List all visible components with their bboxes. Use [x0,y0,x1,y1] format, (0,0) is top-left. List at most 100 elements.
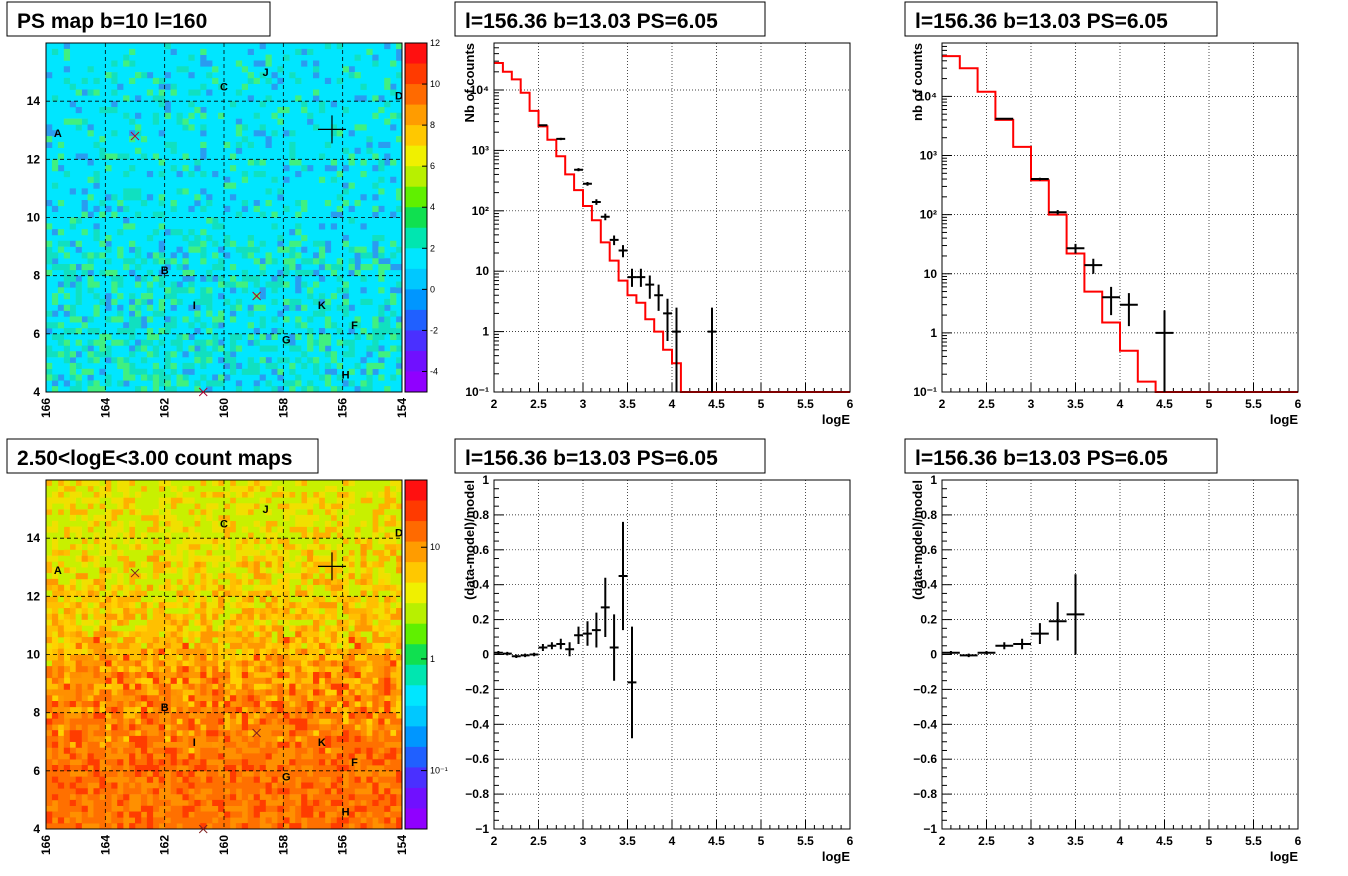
source-label-I: I [193,300,196,312]
colorbar-tick-label: -4 [430,366,438,376]
title-box-5 [904,438,1218,474]
title-box-3 [6,438,319,474]
data-point [520,653,530,658]
data-point [1048,602,1067,641]
data-point [1013,638,1031,650]
colorbar-band [405,145,427,167]
heatmap-pixels [46,631,402,829]
y-tick-label: 10⁴ [918,89,937,103]
colorbar: 10 1 10⁻¹ [404,479,448,830]
colorbar-band [405,603,427,625]
x-tick-label: 3.5 [1067,397,1084,411]
colorbar-tick-label: 10 [430,79,440,89]
x-tick-label: 5 [758,834,765,848]
source-label-H: H [342,807,350,819]
source-label-A: A [54,565,62,577]
data-point [1048,210,1067,215]
y-tick-label: −1 [475,822,489,836]
data-point [494,651,503,655]
x-marker [130,131,140,141]
colorbar-tick-label: 8 [430,120,435,130]
data-point [583,621,592,646]
y-tick-label: −0.6 [465,752,489,766]
x-tick-label: 156 [336,835,350,855]
x-tick-label: 5.5 [797,397,814,411]
source-label-D: D [395,527,403,539]
source-label-C: C [220,82,228,94]
data-point [942,651,960,655]
source-label-B: B [161,265,169,277]
y-tick-label: 0 [482,648,489,662]
y-tick-label: 10 [476,264,490,278]
x-tick-label: 164 [98,835,112,855]
y-tick-label: 0.4 [920,578,937,592]
colorbar-band [405,480,427,502]
y-tick-label: 4 [33,385,40,399]
title-box-2 [904,1,1218,37]
colorbar-band [405,227,427,249]
data-point [556,137,566,141]
data-point [672,307,681,392]
colorbar-band [405,166,427,188]
source-label-K: K [318,737,326,749]
colorbar-tick-label: 0 [430,284,435,294]
model-histogram-line [942,55,1298,393]
y-tick-label: −0.8 [465,787,489,801]
colorbar-tick-label: 6 [430,161,435,171]
x-tick-label: 6 [1295,834,1302,848]
x-tick-label: 3 [1028,397,1035,411]
source-label-F: F [351,757,358,769]
colorbar-band [405,330,427,352]
colorbar-tick-label: 2 [430,243,435,253]
x-tick-label: 160 [217,398,231,418]
colorbar-band [405,644,427,666]
x-tick-label: 2.5 [530,397,547,411]
data-point [529,652,539,657]
data-point [556,638,566,650]
x-tick-label: 4 [1117,397,1124,411]
y-tick-label: −0.6 [913,752,937,766]
colorbar-band [405,289,427,311]
target-cross [317,552,346,581]
data-point [609,614,619,681]
source-label-J: J [262,67,268,79]
y-tick-label: 10² [920,208,937,222]
colorbar-band [405,746,427,768]
colorbar-band [405,207,427,229]
source-label-K: K [318,300,326,312]
data-point [609,235,619,246]
colorbar-band [405,63,427,85]
colorbar-band [405,43,427,65]
heatmap-pixels [46,43,402,392]
heatmap-pixels [46,480,402,661]
x-tick-label: 3.5 [619,834,636,848]
colorbar-band [405,664,427,686]
plot-panel-5: 2 2.5 3 3.5 4 4.5 5 5.5 6 −1 −0.8 −0.6 −0.4 −0.2 0 0.2 0… [910,473,1302,864]
colorbar-band [405,787,427,809]
y-tick-label: 8 [33,706,40,720]
x-tick-label: 4.5 [708,834,725,848]
y-tick-label: −0.2 [913,682,937,696]
y-axis-label: nb of counts [910,43,925,121]
data-point [959,653,978,658]
chart-title-1: l=156.36 b=13.03 PS=6.05 [465,10,718,33]
plot-panel-2: 2 2.5 3 3.5 4 4.5 5 5.5 6 10⁻¹ 1 10 10² 10³ 10⁴ logE nb … [910,42,1302,427]
y-axis-label: (data-model)/model [910,480,925,600]
y-tick-label: 0.2 [920,613,937,627]
colorbar-band [405,521,427,543]
x-tick-label: 2 [491,834,498,848]
colorbar-frame [404,42,428,393]
heatmap-cells [46,43,402,392]
y-tick-label: −0.2 [465,682,489,696]
x-tick-label: 6 [847,834,854,848]
data-point [995,117,1014,120]
y-tick-label: 0.6 [472,543,489,557]
y-tick-label: 10³ [472,143,489,157]
y-tick-label: 10 [924,267,938,281]
y-tick-label: −0.8 [913,787,937,801]
x-tick-label: 158 [276,398,290,418]
data-point [547,642,557,650]
colorbar-band [405,582,427,604]
x-axis-label: logE [1270,849,1298,864]
colorbar-band [405,248,427,270]
